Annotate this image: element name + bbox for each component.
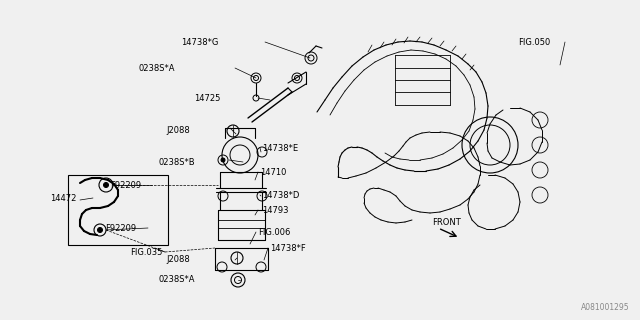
Text: A081001295: A081001295 [581,303,630,312]
Text: F92209: F92209 [105,223,136,233]
Circle shape [97,228,102,233]
Text: 14738*F: 14738*F [270,244,306,252]
Text: J2088: J2088 [166,255,190,265]
Circle shape [221,158,225,162]
Text: 14472: 14472 [50,194,76,203]
Text: 14793: 14793 [262,205,289,214]
Text: FIG.035: FIG.035 [130,247,163,257]
Text: 14710: 14710 [260,167,286,177]
Bar [68,175,168,245]
Text: 14738*D: 14738*D [262,190,300,199]
Text: 14738*E: 14738*E [262,143,298,153]
Text: 14725: 14725 [194,93,220,102]
Text: J2088: J2088 [166,125,190,134]
Text: FRONT: FRONT [432,218,461,227]
Text: 0238S*A: 0238S*A [159,276,195,284]
Text: 14738*G: 14738*G [180,37,218,46]
Text: 0238S*A: 0238S*A [138,63,175,73]
Text: F92209: F92209 [110,180,141,189]
Text: 0238S*B: 0238S*B [158,157,195,166]
Text: FIG.006: FIG.006 [258,228,291,236]
Circle shape [104,182,109,188]
Text: FIG.050: FIG.050 [518,37,550,46]
